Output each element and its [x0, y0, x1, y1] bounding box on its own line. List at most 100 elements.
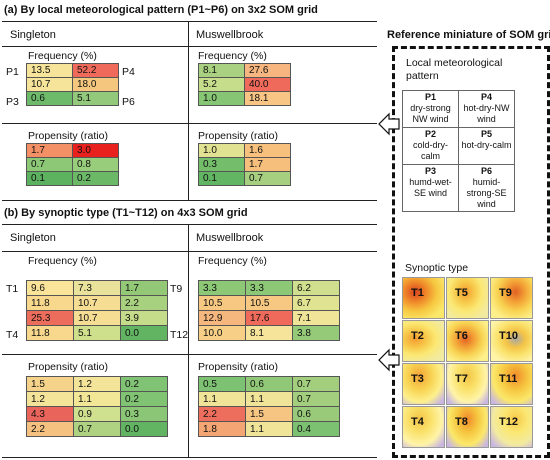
grid-cell: 6.7 — [292, 295, 340, 311]
synoptic-map-t4: T4 — [402, 406, 445, 448]
section-a-muswellbrook-frequency-grid: 8.1 27.6 5.2 40.0 1.0 18.1 — [198, 63, 291, 106]
section-a-singleton-header: Singleton — [10, 29, 56, 41]
section-b-muswellbrook-propensity-title: Propensity (ratio) — [198, 361, 278, 373]
grid-cell: 11.8 — [26, 325, 74, 341]
synoptic-map-label: T1 — [411, 287, 424, 299]
synoptic-map-label: T9 — [499, 287, 512, 299]
section-b-mid-rule — [2, 354, 377, 355]
row-label-t4: T4 — [6, 329, 19, 341]
synoptic-type-label: Synoptic type — [405, 262, 469, 274]
synoptic-map-label: T10 — [499, 330, 518, 342]
grid-cell: 1.0 — [198, 91, 245, 106]
section-a-mid-rule — [2, 123, 377, 124]
section-b-muswellbrook-propensity-grid: 0.5 0.6 0.7 1.1 1.1 0.7 2.2 1.5 0.6 1.8 1.1 0.4 — [198, 376, 340, 437]
grid-cell: 5.1 — [73, 325, 121, 341]
grid-cell: 5.1 — [72, 91, 119, 106]
synoptic-map-t5: T5 — [446, 277, 489, 319]
grid-cell: 18.1 — [244, 91, 291, 106]
grid-cell: 0.2 — [120, 376, 168, 392]
section-a-singleton-frequency-grid: 13.5 52.2 10.7 18.0 0.6 5.1 — [26, 63, 119, 106]
synoptic-map-t11: T11 — [490, 363, 533, 405]
grid-cell: 0.6 — [26, 91, 73, 106]
grid-cell: 18.0 — [72, 77, 119, 92]
section-b-bottom-rule — [2, 457, 377, 458]
grid-cell: 0.4 — [292, 421, 340, 437]
grid-cell: 0.0 — [120, 421, 168, 437]
synoptic-map-t9: T9 — [490, 277, 533, 319]
grid-cell: 0.1 — [198, 171, 245, 186]
grid-cell: 0.2 — [72, 171, 119, 186]
grid-cell: 7.1 — [292, 310, 340, 326]
pattern-id: P2 — [424, 129, 436, 139]
row-label-t9: T9 — [170, 283, 183, 295]
section-a-top-rule — [2, 21, 377, 22]
synoptic-map-label: T6 — [455, 330, 468, 342]
grid-cell: 0.7 — [26, 157, 73, 172]
section-a-title: (a) By local meteorological pattern (P1~… — [4, 4, 318, 16]
grid-cell: 1.6 — [244, 143, 291, 158]
pattern-id: P5 — [480, 129, 492, 139]
section-a-muswellbrook-frequency-title: Frequency (%) — [198, 50, 267, 62]
grid-cell: 3.9 — [120, 310, 168, 326]
pattern-id: P1 — [424, 92, 436, 102]
grid-cell: 0.2 — [120, 391, 168, 407]
synoptic-map-label: T7 — [455, 373, 468, 385]
grid-cell: 10.7 — [26, 77, 73, 92]
synoptic-map-label: T8 — [455, 416, 468, 428]
pattern-id: P6 — [480, 166, 492, 176]
grid-cell: 10.5 — [198, 295, 246, 311]
section-b-top-rule — [2, 224, 377, 225]
section-b-muswellbrook-frequency-title: Frequency (%) — [198, 255, 267, 267]
pattern-cell-p5: P5 hot-dry-calm — [458, 127, 515, 165]
grid-cell: 1.1 — [73, 391, 121, 407]
section-b-singleton-propensity-grid: 1.5 1.2 0.2 1.2 1.1 0.2 4.3 0.9 0.3 2.2 0.7 0.0 — [26, 376, 168, 437]
grid-cell: 8.1 — [245, 325, 293, 341]
section-a-header-rule — [2, 46, 377, 47]
grid-cell: 3.8 — [292, 325, 340, 341]
section-b-header-rule — [2, 251, 377, 252]
grid-cell: 0.3 — [120, 406, 168, 422]
pattern-description: humid-strong-SE wind — [466, 177, 507, 209]
pattern-id: P4 — [480, 92, 492, 102]
arrow-to-section-b-icon — [378, 348, 400, 372]
synoptic-map-t7: T7 — [446, 363, 489, 405]
grid-cell: 0.8 — [72, 157, 119, 172]
grid-cell: 52.2 — [72, 63, 119, 78]
section-b-muswellbrook-header: Muswellbrook — [196, 232, 264, 244]
synoptic-map-t2: T2 — [402, 320, 445, 362]
grid-cell: 11.8 — [26, 295, 74, 311]
pattern-cell-p1: P1 dry-strong NW wind — [402, 90, 459, 128]
row-label-p1: P1 — [6, 66, 19, 78]
section-a-muswellbrook-header: Muswellbrook — [196, 29, 264, 41]
synoptic-map-t3: T3 — [402, 363, 445, 405]
grid-cell: 12.9 — [198, 310, 246, 326]
synoptic-map-t12: T12 — [490, 406, 533, 448]
synoptic-map-label: T2 — [411, 330, 424, 342]
grid-cell: 7.3 — [73, 280, 121, 296]
pattern-id: P3 — [424, 166, 436, 176]
local-pattern-label: Local meteorological pattern — [406, 57, 503, 82]
pattern-description: humd-wet-SE wind — [409, 177, 452, 198]
grid-cell: 40.0 — [244, 77, 291, 92]
grid-cell: 10.0 — [198, 325, 246, 341]
grid-cell: 27.6 — [244, 63, 291, 78]
reference-dashed-frame — [392, 46, 550, 458]
pattern-description: cold-dry-calm — [412, 140, 448, 161]
grid-cell: 1.1 — [245, 421, 293, 437]
grid-cell: 1.5 — [26, 376, 74, 392]
pattern-description: hot-dry-NW wind — [463, 103, 510, 124]
synoptic-type-map-grid: T1 T5 T9 T2 T6 T10 T3 T7 T11 T4 T8 T12 — [402, 277, 534, 448]
grid-cell: 0.5 — [198, 376, 246, 392]
section-a-divider — [188, 21, 189, 201]
row-label-t12: T12 — [170, 329, 189, 341]
section-b-singleton-propensity-title: Propensity (ratio) — [28, 361, 108, 373]
grid-cell: 1.5 — [245, 406, 293, 422]
grid-cell: 0.3 — [198, 157, 245, 172]
synoptic-map-t1: T1 — [402, 277, 445, 319]
grid-cell: 1.1 — [245, 391, 293, 407]
section-a-muswellbrook-propensity-title: Propensity (ratio) — [198, 130, 278, 142]
grid-cell: 17.6 — [245, 310, 293, 326]
synoptic-map-label: T4 — [411, 416, 424, 428]
grid-cell: 1.1 — [198, 391, 246, 407]
grid-cell: 6.2 — [292, 280, 340, 296]
